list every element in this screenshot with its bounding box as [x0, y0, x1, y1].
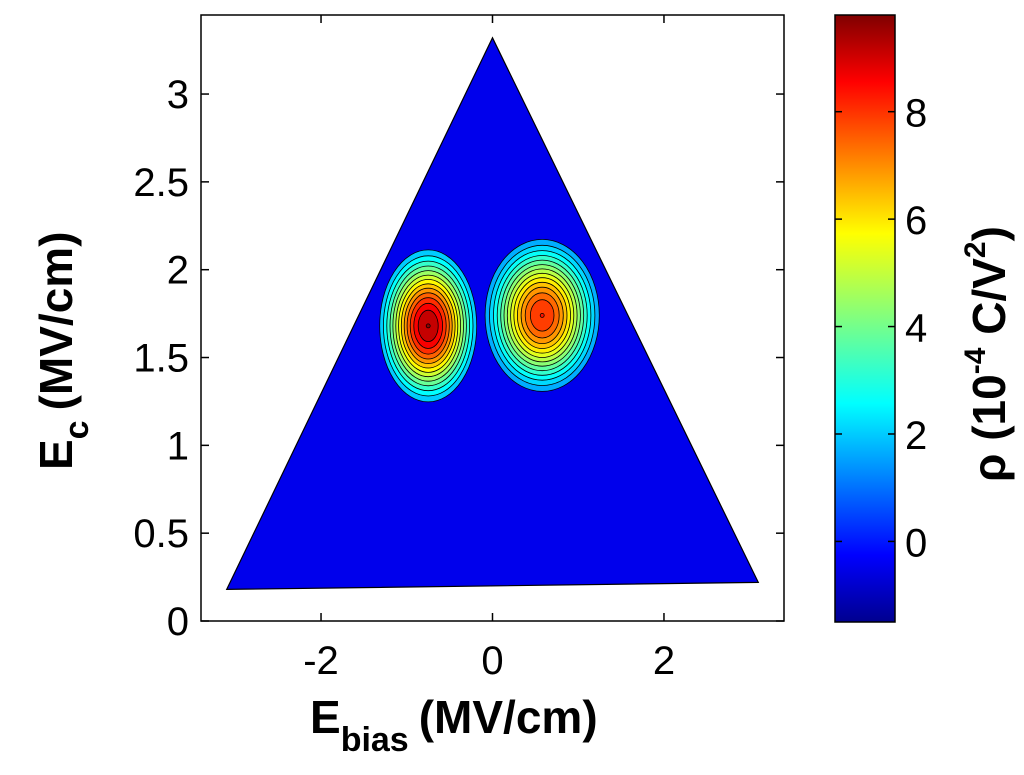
x-axis-label: Ebias (MV/cm): [310, 691, 598, 759]
forc-region-outline: [225, 36, 760, 591]
y-axis-label: Ec (MV/cm): [30, 231, 96, 470]
x-axis-label-unit: (MV/cm): [419, 691, 598, 743]
colorbar-tick-label: 0: [905, 521, 927, 565]
y-axis-label-sub: c: [58, 420, 96, 439]
x-tick-label: 2: [653, 639, 675, 683]
x-axis-label-main: E: [310, 691, 341, 743]
colorbar-tick-label: 4: [905, 307, 927, 351]
colorbar-label-close: ): [963, 226, 1015, 241]
y-tick-label: 3: [167, 73, 189, 117]
y-tick-label: 0: [167, 600, 189, 644]
forc-contours: [226, 37, 759, 590]
colorbar-label-exp: -4: [959, 347, 992, 374]
y-tick-label: 1.5: [133, 337, 189, 381]
y-tick-label: 2: [167, 249, 189, 293]
colorbar-label-unit: C/V: [963, 258, 1015, 348]
x-tick-label: -2: [303, 639, 339, 683]
y-axis-label-unit: (MV/cm): [30, 231, 82, 410]
colorbar: [834, 14, 896, 623]
colorbar-tick-label: 2: [905, 414, 927, 458]
y-tick-label: 2.5: [133, 161, 189, 205]
colorbar-label-main: ρ (10: [963, 374, 1015, 482]
x-axis-ticks: -2 0 2: [303, 15, 675, 683]
colorbar-label: ρ (10-4 C/V2): [959, 226, 1015, 482]
x-tick-label: 0: [481, 639, 503, 683]
y-tick-label: 0.5: [133, 512, 189, 556]
colorbar-ticks: 0 2 4 6 8: [835, 92, 927, 565]
colorbar-tick-label: 6: [905, 199, 927, 243]
contour-level-peak2: [539, 312, 545, 318]
y-axis-ticks: 0 0.5 1 1.5 2 2.5 3: [133, 73, 784, 644]
colorbar-label-exp2: 2: [959, 241, 992, 258]
colorbar-tick-label: 8: [905, 92, 927, 136]
x-axis-label-sub: bias: [341, 721, 409, 759]
y-axis-label-main: E: [30, 439, 82, 470]
contour-level-peak1: [425, 323, 431, 329]
y-tick-label: 1: [167, 424, 189, 468]
